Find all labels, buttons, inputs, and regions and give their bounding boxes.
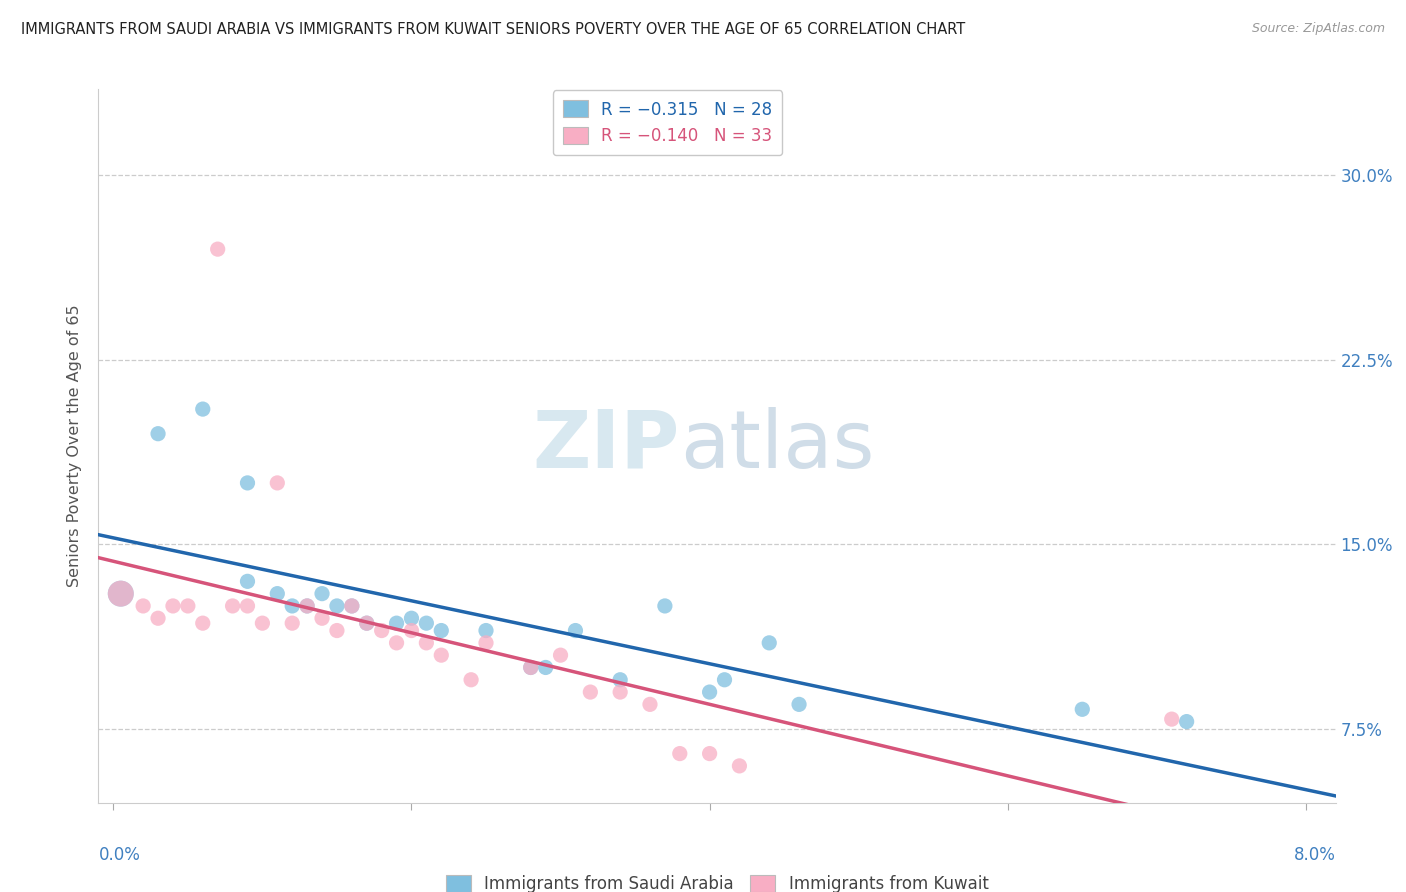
Point [609,685,631,699]
Legend: Immigrants from Saudi Arabia, Immigrants from Kuwait: Immigrants from Saudi Arabia, Immigrants… [439,868,995,892]
Point [699,747,721,761]
Point [311,611,333,625]
Point [132,599,155,613]
Point [385,616,408,631]
Point [713,673,735,687]
Point [475,624,498,638]
Point [340,599,363,613]
Point [236,475,259,490]
Point [758,636,780,650]
Point [415,636,437,650]
Point [356,616,378,631]
Point [266,587,288,601]
Text: Source: ZipAtlas.com: Source: ZipAtlas.com [1251,22,1385,36]
Point [191,616,214,631]
Point [579,685,602,699]
Text: 8.0%: 8.0% [1294,846,1336,863]
Point [430,624,453,638]
Point [1175,714,1198,729]
Point [311,587,333,601]
Point [356,616,378,631]
Text: 0.0%: 0.0% [98,846,141,863]
Point [236,599,259,613]
Point [728,759,751,773]
Point [326,624,349,638]
Point [564,624,586,638]
Point [236,574,259,589]
Point [110,587,132,601]
Point [295,599,318,613]
Point [177,599,200,613]
Point [281,616,304,631]
Point [146,611,169,625]
Point [699,685,721,699]
Point [370,624,392,638]
Text: IMMIGRANTS FROM SAUDI ARABIA VS IMMIGRANTS FROM KUWAIT SENIORS POVERTY OVER THE : IMMIGRANTS FROM SAUDI ARABIA VS IMMIGRAN… [21,22,966,37]
Point [415,616,437,631]
Point [326,599,349,613]
Point [534,660,557,674]
Point [401,611,423,625]
Point [460,673,482,687]
Point [1071,702,1094,716]
Point [162,599,184,613]
Point [191,402,214,417]
Point [110,587,132,601]
Point [519,660,541,674]
Text: atlas: atlas [681,407,875,485]
Point [609,673,631,687]
Point [340,599,363,613]
Point [281,599,304,613]
Point [401,624,423,638]
Point [475,636,498,650]
Point [385,636,408,650]
Text: ZIP: ZIP [533,407,681,485]
Point [668,747,690,761]
Point [146,426,169,441]
Y-axis label: Seniors Poverty Over the Age of 65: Seniors Poverty Over the Age of 65 [67,305,83,587]
Point [1160,712,1182,726]
Point [266,475,288,490]
Point [430,648,453,662]
Point [550,648,572,662]
Point [654,599,676,613]
Point [252,616,274,631]
Point [787,698,810,712]
Point [638,698,661,712]
Point [519,660,541,674]
Point [295,599,318,613]
Point [221,599,243,613]
Point [207,242,229,256]
